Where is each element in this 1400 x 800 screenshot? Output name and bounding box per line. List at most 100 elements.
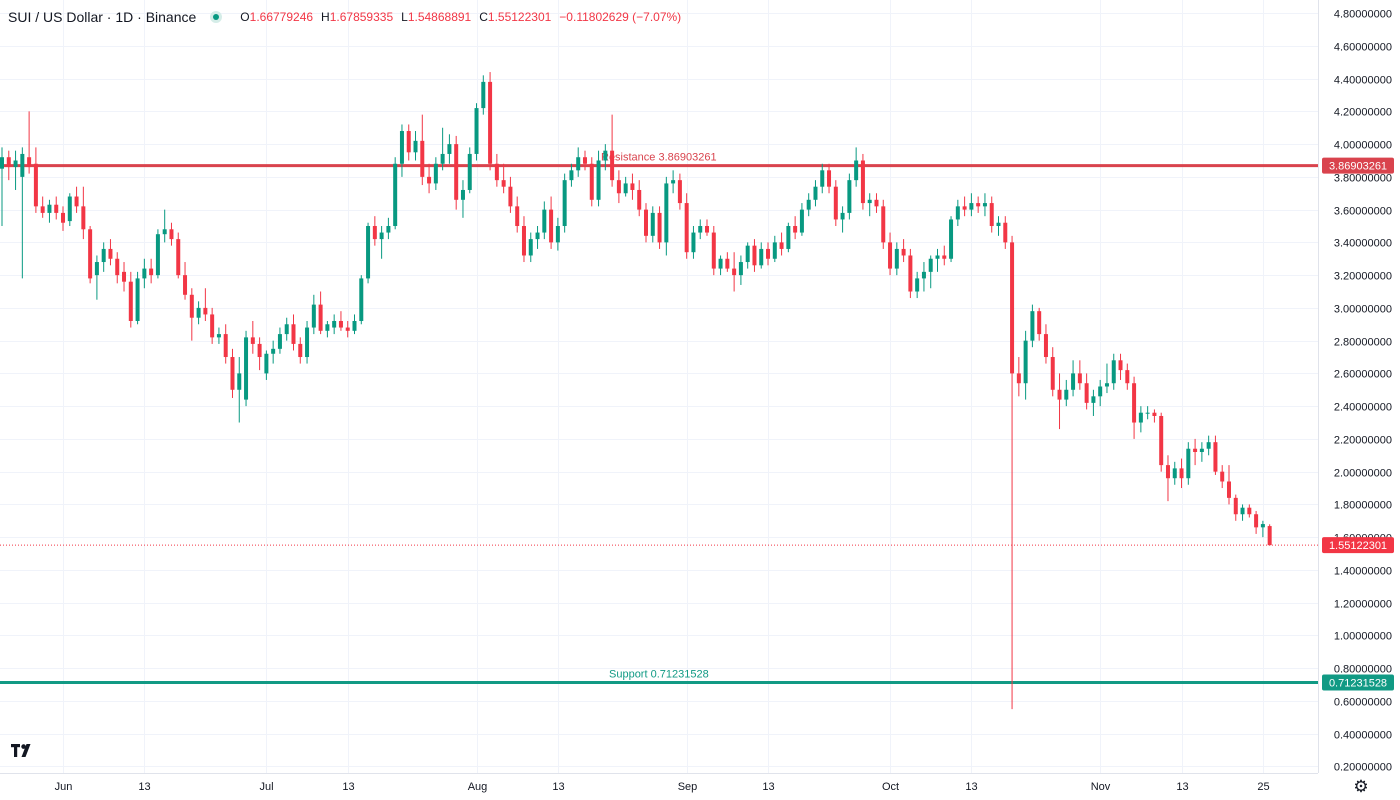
tradingview-logo-icon[interactable] [8, 738, 38, 764]
candle [908, 248, 913, 299]
candle-body [433, 163, 438, 184]
candle-body [318, 304, 323, 331]
candle [1030, 304, 1035, 348]
candle-body [393, 163, 398, 227]
candle-body [515, 206, 520, 227]
candle-body [447, 144, 452, 154]
candle [1193, 438, 1198, 466]
candle-body [13, 160, 18, 168]
candle-body [644, 209, 648, 236]
candle-body [996, 222, 1001, 227]
candle [582, 150, 587, 171]
candle-body [210, 314, 215, 338]
price-levels: Resistance 3.86903261 Support 0.71231528 [0, 152, 1318, 685]
candle-body [928, 258, 933, 272]
candle-body [27, 157, 32, 168]
time-tick-label: Aug [468, 781, 488, 793]
candle [718, 255, 723, 276]
candle-body [840, 212, 845, 220]
candle [1118, 353, 1123, 380]
candle [867, 193, 872, 217]
candle-body [1043, 334, 1048, 358]
candle-body [616, 180, 621, 194]
price-tick-label: 1.00000000 [1334, 631, 1392, 643]
candle [122, 262, 127, 292]
candle-body [562, 180, 567, 227]
settings-gear-icon[interactable]: ⚙ [1353, 777, 1369, 796]
price-axis[interactable]: 4.80000000 4.60000000 4.40000000 4.20000000… [1334, 9, 1392, 774]
candle [488, 72, 493, 171]
candle [1254, 510, 1259, 534]
candle [1071, 360, 1076, 397]
candle [0, 147, 4, 227]
candle-body [542, 209, 547, 233]
candle [725, 252, 730, 272]
candle [616, 170, 621, 204]
candle-body [535, 232, 540, 240]
candle [176, 232, 181, 279]
candle-body [467, 153, 472, 190]
candle [406, 124, 411, 161]
candle-body [989, 203, 994, 227]
candle [332, 314, 337, 335]
candle-body [711, 232, 716, 269]
candle [183, 262, 188, 300]
candle-body [874, 199, 879, 207]
candle-body [705, 226, 710, 233]
candle [793, 216, 798, 240]
candle-body [196, 307, 201, 318]
candle-body [1254, 514, 1259, 528]
candle-body [427, 176, 432, 184]
candle-body [1220, 471, 1225, 482]
candle [1199, 442, 1204, 462]
candle [881, 199, 886, 249]
candle-body [982, 203, 987, 207]
candle-body [271, 348, 276, 354]
candle-body [122, 271, 127, 282]
candle-body [203, 307, 208, 315]
time-tick-label: 13 [1176, 781, 1188, 793]
candle [888, 232, 893, 276]
chart-grid [0, 0, 1318, 773]
candle [786, 222, 791, 253]
candle [976, 196, 981, 213]
candle-body [576, 157, 581, 171]
candle [1240, 504, 1245, 521]
price-tick-label: 3.60000000 [1334, 206, 1392, 218]
candle [603, 144, 608, 171]
candle-body [162, 229, 167, 235]
chart-legend: SUI / US Dollar · 1D · Binance O1.667792… [8, 7, 681, 27]
candle-body [1159, 415, 1164, 466]
candle [813, 180, 818, 207]
candle-body [942, 255, 947, 259]
candle-body [1098, 386, 1103, 397]
time-axis[interactable]: Jun 13 Jul 13 Aug 13 Sep 13 Oct 13 Nov 13 25 [55, 781, 1270, 793]
candle [318, 291, 323, 335]
candle-body [671, 180, 676, 184]
candle [1220, 465, 1225, 489]
symbol-title[interactable]: SUI / US Dollar · 1D · Binance [8, 9, 197, 25]
candle [637, 180, 642, 217]
candle-body [311, 304, 316, 328]
candle-body [833, 186, 838, 220]
candle-body [596, 160, 601, 200]
price-tick-label: 0.40000000 [1334, 730, 1392, 742]
candle [1267, 524, 1272, 546]
candle [474, 103, 479, 161]
candle [1206, 435, 1211, 456]
candle-body [1057, 389, 1062, 400]
candle-body [921, 271, 926, 279]
candle [88, 226, 93, 284]
candle [759, 242, 764, 269]
candle [1037, 307, 1042, 341]
candle [6, 150, 11, 181]
candle [481, 75, 486, 115]
candle [345, 320, 350, 338]
candle-body [1193, 448, 1198, 453]
candle-body [915, 278, 920, 292]
candle [1226, 465, 1231, 505]
candle [420, 114, 425, 186]
candle-body [745, 245, 750, 263]
candle [820, 163, 825, 194]
